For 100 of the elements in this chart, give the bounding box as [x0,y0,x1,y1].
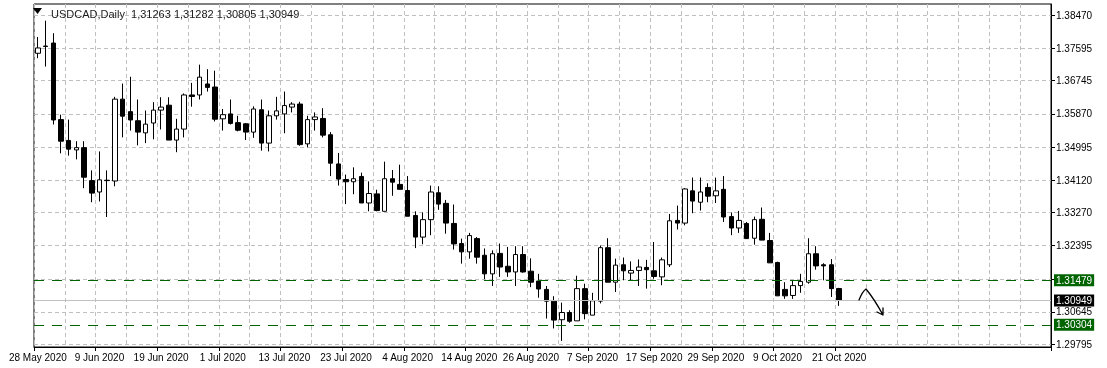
candlestick [559,302,565,342]
candlestick [567,309,572,324]
candlestick [305,115,310,148]
candlestick [266,110,272,152]
candlestick [598,244,603,304]
candlestick [143,110,148,144]
y-tick-label: 1.33270 [1056,206,1093,218]
candlestick [536,273,541,299]
candlestick [667,213,672,268]
y-tick-label: 1.29795 [1056,338,1093,350]
x-tick-label: 23 Jul 2020 [320,351,373,363]
x-tick-label: 21 Oct 2020 [811,351,867,363]
candlestick [829,258,834,298]
candlestick [189,82,195,108]
candlestick [212,70,218,122]
y-tick-label: 1.37595 [1056,43,1093,55]
ref-line-label: 1.30304 [1056,319,1093,331]
candlestick [320,107,326,138]
x-tick-label: 1 Jul 2020 [199,351,247,363]
candlestick [174,118,179,153]
candlestick [366,180,372,212]
candlestick [166,96,172,141]
candlestick [205,68,210,93]
candlestick [752,216,757,246]
candlestick [474,236,480,265]
candlestick [428,185,434,236]
candlestick [520,245,526,274]
candlestick [413,210,418,249]
candlestick [482,247,487,280]
x-tick-label: 29 Sep 2020 [687,351,745,363]
candlestick [682,187,688,226]
x-tick-label: 7 Sep 2020 [566,351,619,363]
candlestick [767,232,773,264]
candlestick [135,99,141,146]
x-tick-label: 14 Aug 2020 [441,351,498,363]
candlestick [544,285,549,320]
candlestick [351,166,356,195]
candlestick [644,259,649,290]
candlestick [705,182,711,203]
candlestick [289,101,295,113]
candlestick [582,283,588,320]
candlestick [613,258,618,293]
candlestick [574,275,580,322]
candlestick [104,169,110,218]
candlestick [197,64,202,101]
candlestick [451,203,457,251]
candlestick [621,257,626,281]
candlestick [775,261,780,297]
candlestick [181,92,187,138]
candlestick [420,211,426,245]
candlestick [97,150,102,202]
candlestick [120,83,125,138]
candlestick [736,210,742,234]
candlestick [312,111,318,132]
candlestick [443,199,449,235]
x-tick-label: 4 Aug 2020 [382,351,434,363]
candlestick [81,140,87,189]
candlestick [74,140,79,160]
candlestick [51,32,56,126]
candlestick [251,105,256,139]
candlestick [729,211,734,236]
candlestick [836,287,842,307]
candlestick [813,245,819,271]
candlestick [528,257,534,288]
candlestick [282,91,287,134]
x-tick-label: 28 May 2020 [8,351,68,363]
candlestick [659,257,665,286]
x-tick-label: 17 Sep 2020 [625,351,684,363]
candlestick [628,260,634,281]
candlestick [405,175,410,217]
candlestick [713,177,719,204]
candlestick [436,185,441,211]
candlestick [274,96,279,121]
candlestick [297,101,303,147]
x-tick-label: 9 Oct 2020 [753,351,803,363]
candlestick [89,169,95,203]
candlestick [698,177,703,212]
chart-title: USDCAD,Daily 1,31263 1,31282 1,30805 1,30949 [51,7,300,20]
x-tick-label: 9 Jun 2020 [74,351,125,363]
candlestick [821,262,826,281]
candlestick [744,221,749,240]
candlestick [782,281,788,300]
candlestick [505,246,511,278]
x-tick-label: 13 Jul 2020 [258,351,311,363]
y-tick-label: 1.34995 [1056,141,1093,153]
candlestick [497,243,503,278]
candlestick [490,249,495,287]
candlestick [336,152,341,187]
candlestick [128,76,133,132]
candlestick [43,20,48,68]
candlestick [467,232,472,260]
candlestick [651,241,657,280]
x-tick-label: 19 Jun 2020 [133,351,190,363]
candlestick [675,205,680,231]
candlestick [235,115,241,132]
candlestick [590,292,595,316]
candlestick [259,99,264,152]
candlestick [328,131,333,177]
candlestick [151,101,156,140]
candlestick [220,108,226,132]
